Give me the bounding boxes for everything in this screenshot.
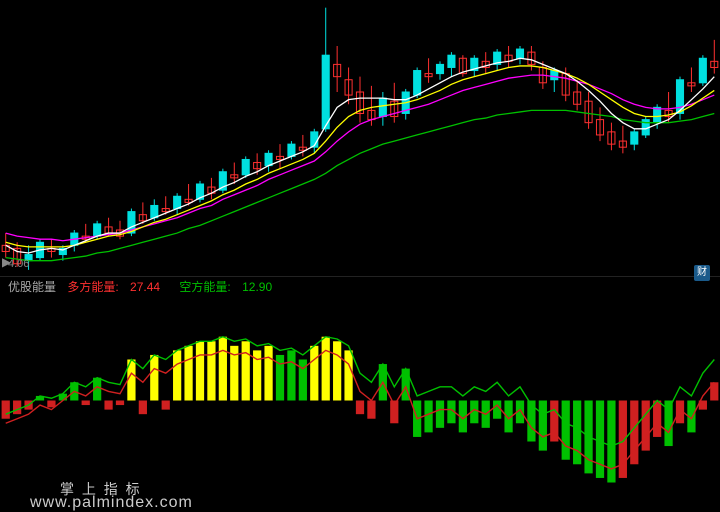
indicator-panel xyxy=(0,276,720,509)
indicator-legend: 优股能量 多方能量: 27.44 空方能量: 12.90 xyxy=(8,278,288,295)
legend-bear: 空方能量: 12.90 xyxy=(179,280,280,294)
legend-bull: 多方能量: 27.44 xyxy=(67,280,171,294)
watermark-url: www.palmindex.com xyxy=(30,494,193,512)
price-label: 4.06 xyxy=(8,258,29,270)
legend-name: 优股能量 xyxy=(8,280,56,294)
candlestick-panel xyxy=(0,0,720,276)
badge-icon[interactable]: 财 xyxy=(694,265,710,281)
